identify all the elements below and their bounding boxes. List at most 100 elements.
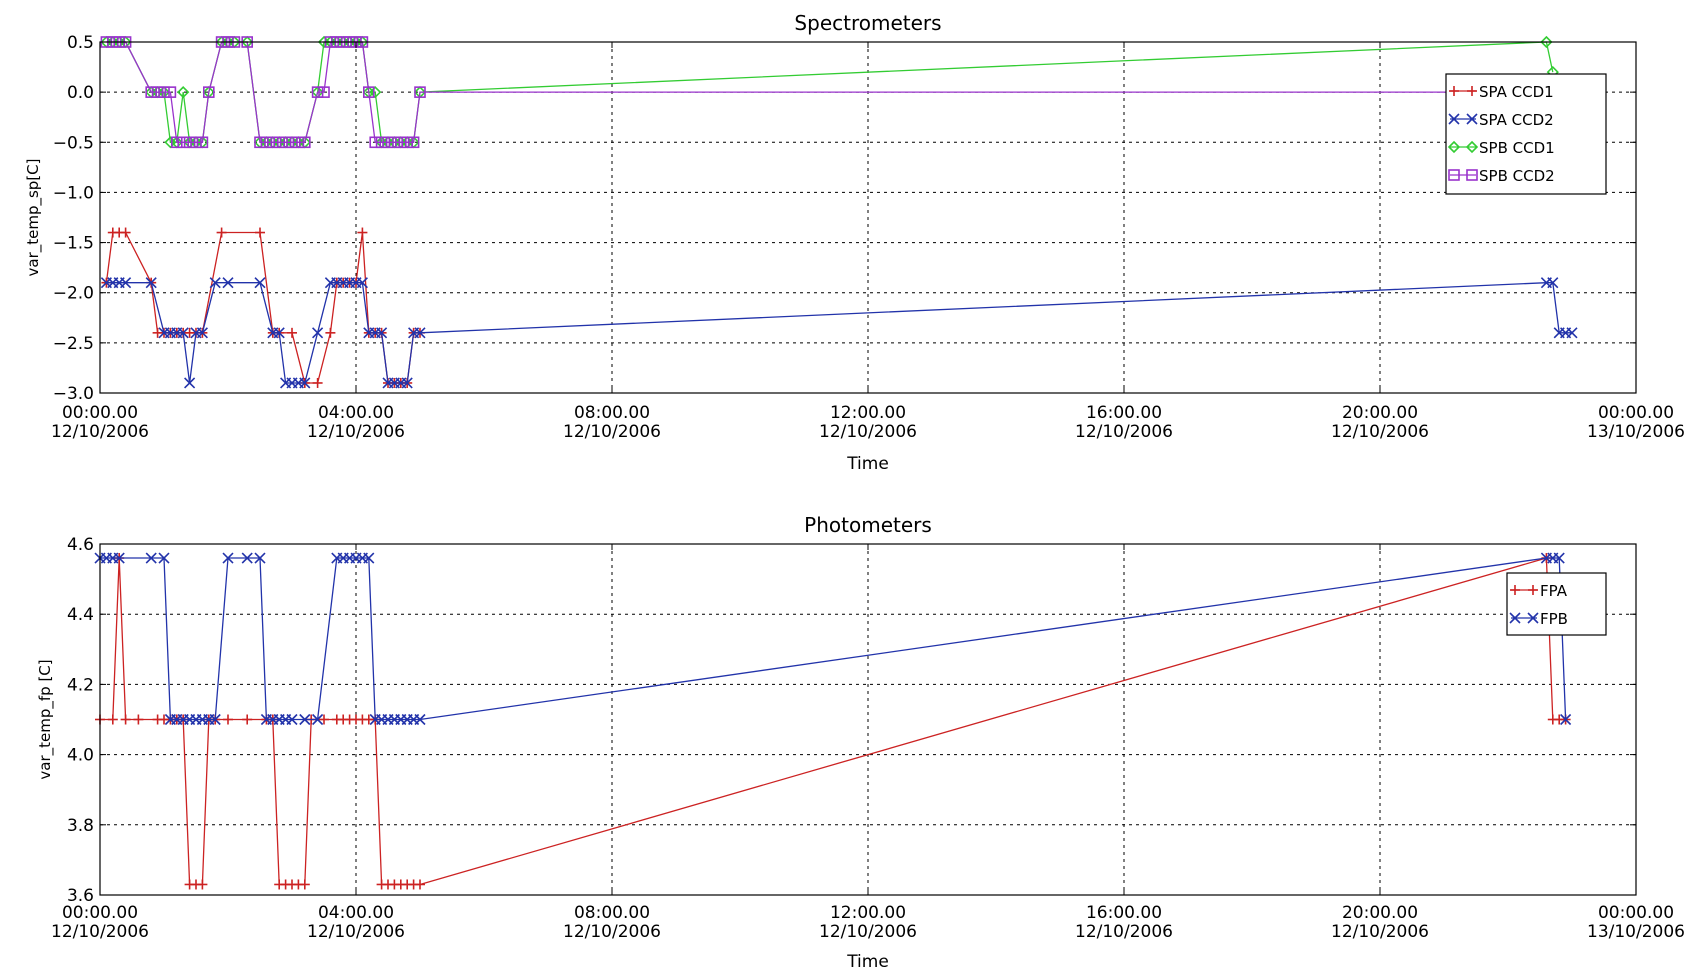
y-axis-label: var_temp_sp[C] xyxy=(24,159,43,277)
legend-entry: SPB CCD1 xyxy=(1447,139,1555,157)
data-point xyxy=(312,327,324,339)
data-point xyxy=(1553,552,1565,564)
data-point xyxy=(414,86,426,98)
data-point xyxy=(376,327,388,339)
data-point xyxy=(164,86,177,98)
series-spa-ccd2 xyxy=(100,277,1578,389)
data-point xyxy=(299,879,310,890)
x-tick-label-date: 12/10/2006 xyxy=(307,422,405,442)
data-point xyxy=(407,136,420,149)
x-tick-label: 00:00.00 xyxy=(62,403,138,423)
y-tick-label: 4.4 xyxy=(67,605,94,625)
legend-marker xyxy=(1528,585,1538,595)
y-tick-label: −1.5 xyxy=(53,234,94,254)
data-point xyxy=(279,136,292,149)
data-point xyxy=(133,714,144,725)
x-tick-label: 08:00.00 xyxy=(574,903,650,923)
legend-marker xyxy=(1509,612,1521,624)
data-point xyxy=(382,136,394,149)
legend-entry: FPA xyxy=(1510,582,1568,600)
data-point xyxy=(120,277,132,289)
legend-marker xyxy=(1527,612,1539,624)
data-point xyxy=(158,552,170,564)
x-tick-label: 08:00.00 xyxy=(574,403,650,423)
data-point xyxy=(241,552,253,564)
y-tick-label: −1.0 xyxy=(53,183,94,203)
x-tick-label-date: 12/10/2006 xyxy=(563,922,661,942)
legend-marker xyxy=(1448,113,1460,125)
legend-marker xyxy=(1467,86,1477,96)
legend-marker xyxy=(1465,140,1479,154)
x-tick-label-date: 12/10/2006 xyxy=(819,922,917,942)
data-point xyxy=(325,327,336,338)
x-tick-label: 04:00.00 xyxy=(318,403,394,423)
legend-marker xyxy=(1448,169,1460,181)
data-point xyxy=(171,136,183,149)
x-tick-label: 12:00.00 xyxy=(830,403,906,423)
data-point xyxy=(196,136,209,149)
data-point xyxy=(356,277,368,289)
x-tick-label-date: 12/10/2006 xyxy=(1075,422,1173,442)
data-point xyxy=(196,327,208,339)
x-tick-label: 00:00.00 xyxy=(1598,403,1674,423)
chart-title: Photometers xyxy=(804,513,932,537)
data-point xyxy=(145,86,157,98)
data-point xyxy=(260,136,273,149)
data-point xyxy=(273,327,285,339)
x-tick-label-date: 13/10/2006 xyxy=(1587,922,1685,942)
data-point xyxy=(319,714,329,725)
data-point xyxy=(254,277,266,289)
data-point xyxy=(375,136,388,149)
data-point xyxy=(177,327,189,339)
x-tick-label: 16:00.00 xyxy=(1086,903,1162,923)
data-point xyxy=(311,86,324,98)
chart-title: Spectrometers xyxy=(794,11,941,35)
legend-marker xyxy=(1447,140,1461,154)
legend-label: SPA CCD1 xyxy=(1479,83,1554,101)
data-point xyxy=(363,552,375,564)
data-point xyxy=(151,86,164,98)
legend-label: SPB CCD1 xyxy=(1479,139,1555,157)
data-point xyxy=(209,713,221,726)
data-point xyxy=(1547,277,1559,289)
data-point xyxy=(120,714,131,725)
legend-label: FPB xyxy=(1540,610,1568,628)
legend-entry: FPB xyxy=(1509,610,1568,628)
data-point xyxy=(222,277,234,289)
x-tick-label: 12:00.00 xyxy=(830,903,906,923)
y-tick-label: −2.5 xyxy=(53,334,94,354)
x-tick-label-date: 13/10/2006 xyxy=(1587,422,1685,442)
data-point xyxy=(292,136,305,149)
data-point xyxy=(312,377,323,388)
legend-box xyxy=(1506,572,1607,636)
data-point xyxy=(299,377,311,389)
y-tick-label: 4.6 xyxy=(67,535,94,555)
x-tick-label-date: 12/10/2006 xyxy=(563,422,661,442)
x-tick-label: 20:00.00 xyxy=(1342,903,1418,923)
data-point xyxy=(286,713,298,726)
data-point xyxy=(177,86,190,99)
data-point xyxy=(177,136,189,149)
data-point xyxy=(369,136,382,149)
data-point xyxy=(107,714,118,725)
series-fpb xyxy=(94,552,1572,726)
x-tick-label-date: 12/10/2006 xyxy=(307,922,405,942)
legend-label: SPA CCD2 xyxy=(1479,111,1554,129)
data-point xyxy=(318,86,330,98)
data-point xyxy=(242,714,253,725)
data-point xyxy=(145,277,157,289)
data-point xyxy=(113,552,125,564)
x-tick-label: 00:00.00 xyxy=(62,903,138,923)
data-point xyxy=(362,86,375,98)
data-point xyxy=(299,713,311,726)
x-axis-label: Time xyxy=(846,454,889,474)
y-tick-label: −2.0 xyxy=(53,284,94,304)
data-point xyxy=(414,713,426,726)
data-point xyxy=(298,136,311,149)
x-tick-label: 04:00.00 xyxy=(318,903,394,923)
legend: FPA FPB xyxy=(1506,572,1607,636)
legend-entry: SPA CCD2 xyxy=(1448,111,1554,129)
legend-marker xyxy=(1466,169,1478,181)
data-point xyxy=(1566,327,1578,339)
